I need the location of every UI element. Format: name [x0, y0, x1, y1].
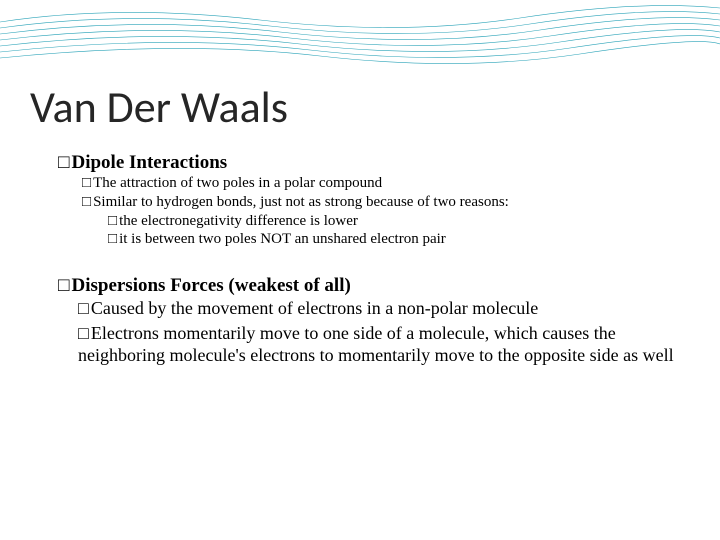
bullet-box-icon: □ [108, 212, 117, 231]
bullet-box-icon: □ [78, 322, 89, 345]
bullet-box-icon: □ [82, 193, 91, 212]
bullet-box-icon: □ [58, 275, 69, 297]
decorative-wave [0, 0, 720, 70]
heading-text: Dispersions Forces (weakest of all) [71, 275, 350, 296]
slide-title: Van Der Waals [30, 80, 690, 134]
bullet-item: □Electrons momentarily move to one side … [78, 322, 690, 367]
bullet-text: The attraction of two poles in a polar c… [93, 175, 382, 191]
bullet-text: Electrons momentarily move to one side o… [78, 323, 674, 366]
section-heading-dispersion: □Dispersions Forces (weakest of all) [58, 275, 690, 297]
bullet-box-icon: □ [108, 230, 117, 249]
bullet-box-icon: □ [58, 152, 69, 174]
bullet-text: Caused by the movement of electrons in a… [91, 298, 538, 318]
bullet-text: Similar to hydrogen bonds, just not as s… [93, 194, 509, 210]
bullet-item: □Caused by the movement of electrons in … [78, 297, 690, 320]
slide-content: Van Der Waals □Dipole Interactions □The … [30, 80, 690, 367]
bullet-item: □Similar to hydrogen bonds, just not as … [82, 193, 690, 212]
bullet-item: □The attraction of two poles in a polar … [82, 174, 690, 193]
sub-bullet-item: □it is between two poles NOT an unshared… [108, 230, 690, 249]
heading-text: Dipole Interactions [71, 152, 227, 173]
bullet-box-icon: □ [82, 174, 91, 193]
bullet-text: the electronegativity difference is lowe… [119, 213, 358, 229]
section-heading-dipole: □Dipole Interactions [58, 152, 690, 174]
bullet-text: it is between two poles NOT an unshared … [119, 231, 446, 247]
bullet-box-icon: □ [78, 297, 89, 320]
spacer [30, 249, 690, 269]
sub-bullet-item: □the electronegativity difference is low… [108, 212, 690, 231]
